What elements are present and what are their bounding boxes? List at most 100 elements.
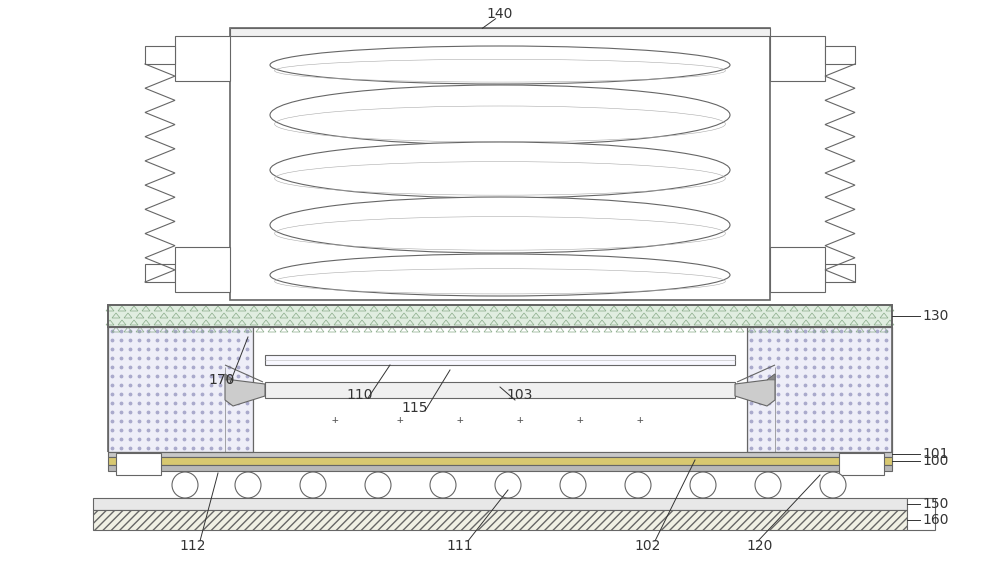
- Circle shape: [876, 393, 879, 396]
- Circle shape: [804, 393, 807, 396]
- Circle shape: [129, 339, 132, 342]
- Circle shape: [111, 375, 114, 378]
- Text: 115: 115: [402, 401, 428, 415]
- Circle shape: [831, 339, 834, 342]
- Circle shape: [210, 438, 213, 441]
- Circle shape: [759, 384, 762, 387]
- Circle shape: [183, 429, 186, 432]
- Circle shape: [156, 339, 159, 342]
- Circle shape: [228, 366, 231, 368]
- Circle shape: [192, 339, 195, 342]
- Circle shape: [156, 366, 159, 368]
- Circle shape: [237, 402, 240, 405]
- Circle shape: [147, 438, 150, 441]
- Circle shape: [246, 421, 249, 423]
- Circle shape: [849, 339, 852, 342]
- Circle shape: [165, 375, 168, 378]
- Bar: [747, 327, 892, 452]
- Circle shape: [129, 447, 132, 450]
- Circle shape: [210, 447, 213, 450]
- Circle shape: [201, 331, 204, 333]
- Circle shape: [129, 331, 132, 333]
- Circle shape: [876, 357, 879, 360]
- Circle shape: [192, 375, 195, 378]
- Circle shape: [813, 421, 816, 423]
- Circle shape: [750, 438, 753, 441]
- Circle shape: [174, 429, 177, 432]
- Circle shape: [156, 447, 159, 450]
- Circle shape: [813, 339, 816, 342]
- Text: 101: 101: [922, 447, 948, 461]
- Circle shape: [219, 384, 222, 387]
- Circle shape: [840, 339, 843, 342]
- Bar: [230, 28, 770, 36]
- Circle shape: [804, 357, 807, 360]
- Circle shape: [495, 472, 521, 498]
- Circle shape: [804, 402, 807, 405]
- Circle shape: [192, 447, 195, 450]
- Circle shape: [129, 366, 132, 368]
- Circle shape: [237, 447, 240, 450]
- Circle shape: [840, 375, 843, 378]
- Circle shape: [174, 375, 177, 378]
- Circle shape: [147, 366, 150, 368]
- Circle shape: [138, 331, 141, 333]
- Circle shape: [795, 447, 798, 450]
- Bar: [175, 247, 230, 292]
- Bar: [265, 355, 735, 365]
- Circle shape: [795, 357, 798, 360]
- Circle shape: [219, 366, 222, 368]
- Circle shape: [219, 411, 222, 414]
- Bar: [770, 36, 825, 81]
- Circle shape: [165, 393, 168, 396]
- Polygon shape: [767, 374, 775, 380]
- Text: 170: 170: [209, 373, 235, 387]
- Circle shape: [120, 331, 123, 333]
- Circle shape: [768, 421, 771, 423]
- Circle shape: [849, 384, 852, 387]
- Circle shape: [192, 429, 195, 432]
- Bar: [108, 452, 892, 457]
- Circle shape: [822, 384, 825, 387]
- Circle shape: [246, 447, 249, 450]
- Circle shape: [228, 348, 231, 351]
- Circle shape: [831, 366, 834, 368]
- Circle shape: [777, 402, 780, 405]
- Circle shape: [858, 375, 861, 378]
- Circle shape: [777, 348, 780, 351]
- Circle shape: [777, 429, 780, 432]
- Circle shape: [120, 411, 123, 414]
- Circle shape: [822, 447, 825, 450]
- Circle shape: [210, 366, 213, 368]
- Circle shape: [246, 411, 249, 414]
- Circle shape: [759, 447, 762, 450]
- Circle shape: [174, 421, 177, 423]
- Circle shape: [111, 384, 114, 387]
- Circle shape: [165, 339, 168, 342]
- Circle shape: [876, 411, 879, 414]
- Circle shape: [813, 429, 816, 432]
- Circle shape: [885, 348, 888, 351]
- Text: 111: 111: [447, 539, 473, 553]
- Circle shape: [867, 366, 870, 368]
- Circle shape: [768, 384, 771, 387]
- Circle shape: [165, 366, 168, 368]
- Circle shape: [120, 438, 123, 441]
- Circle shape: [138, 438, 141, 441]
- Circle shape: [795, 421, 798, 423]
- Bar: [770, 247, 825, 292]
- Circle shape: [876, 438, 879, 441]
- Circle shape: [759, 421, 762, 423]
- Circle shape: [174, 366, 177, 368]
- Circle shape: [840, 393, 843, 396]
- Circle shape: [174, 339, 177, 342]
- Circle shape: [867, 411, 870, 414]
- Circle shape: [174, 402, 177, 405]
- Bar: [253, 327, 747, 452]
- Circle shape: [237, 366, 240, 368]
- Circle shape: [804, 339, 807, 342]
- Circle shape: [138, 357, 141, 360]
- Circle shape: [840, 447, 843, 450]
- Circle shape: [156, 429, 159, 432]
- Circle shape: [228, 339, 231, 342]
